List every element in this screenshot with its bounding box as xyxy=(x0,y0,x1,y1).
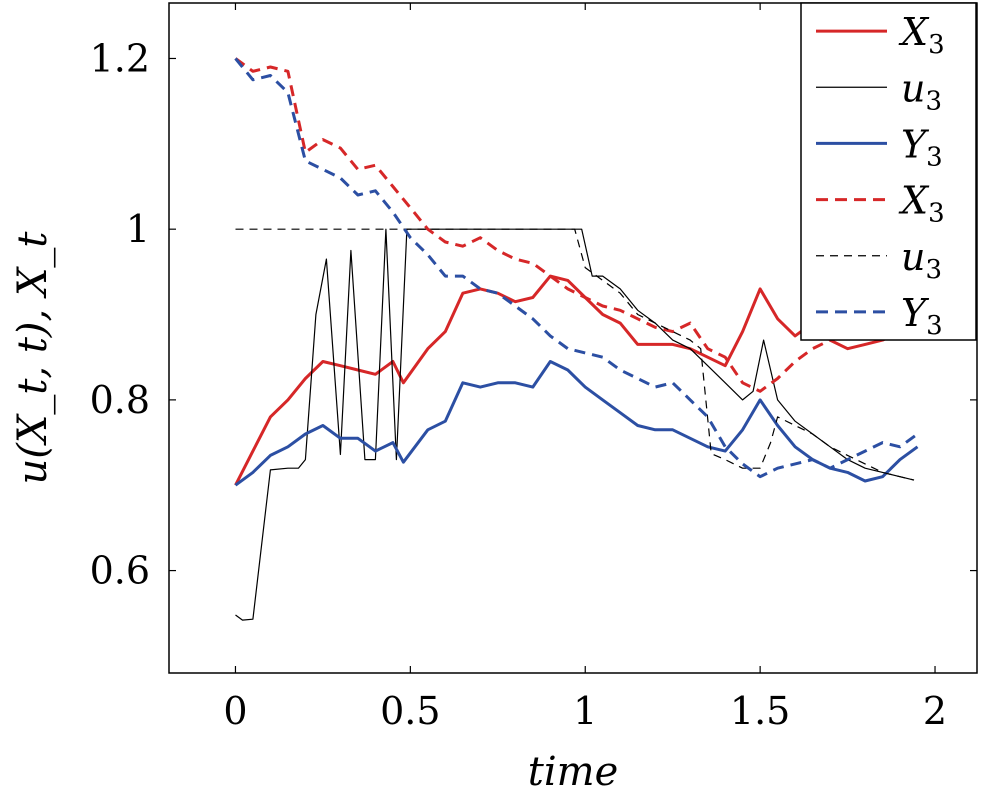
series-line-dashed-u3 xyxy=(235,228,915,481)
x-tick-label: 2 xyxy=(923,689,947,733)
y-tick-label: 1 xyxy=(126,207,150,251)
legend-label: Y3 xyxy=(901,291,943,341)
legend-box xyxy=(800,2,977,341)
y-tick-label: 0.8 xyxy=(90,378,150,422)
y-tick-label: 1.2 xyxy=(90,36,150,80)
y-tick-label: 0.6 xyxy=(90,549,150,593)
legend-label: u3 xyxy=(901,66,942,116)
tick-labels: 0 0.5 1 1.5 2 0.6 0.8 1 1.2 xyxy=(90,36,948,733)
x-tick-label: 1 xyxy=(573,689,597,733)
x-tick-label: 0.5 xyxy=(380,689,440,733)
legend-label: u3 xyxy=(901,235,942,285)
y-axis-label: u(X_t, t), X_t xyxy=(10,231,56,485)
x-tick-label: 0 xyxy=(223,689,247,733)
series-line-dashed-y3 xyxy=(234,57,919,479)
legend-label: X3 xyxy=(898,179,945,229)
legend-label: X3 xyxy=(898,10,945,60)
plot-frame xyxy=(168,2,978,674)
series-line-dashed-x3 xyxy=(234,57,918,393)
legend-label: Y3 xyxy=(901,122,943,172)
series-line-solid-y3 xyxy=(234,360,919,487)
x-tick-label: 1.5 xyxy=(730,689,790,733)
x-axis-label: time xyxy=(528,749,618,788)
legend: X3 u3 Y3 X3 u3 Y3 xyxy=(800,2,977,341)
y-axis-label-text: u(X_t, t), X_t xyxy=(10,231,56,485)
